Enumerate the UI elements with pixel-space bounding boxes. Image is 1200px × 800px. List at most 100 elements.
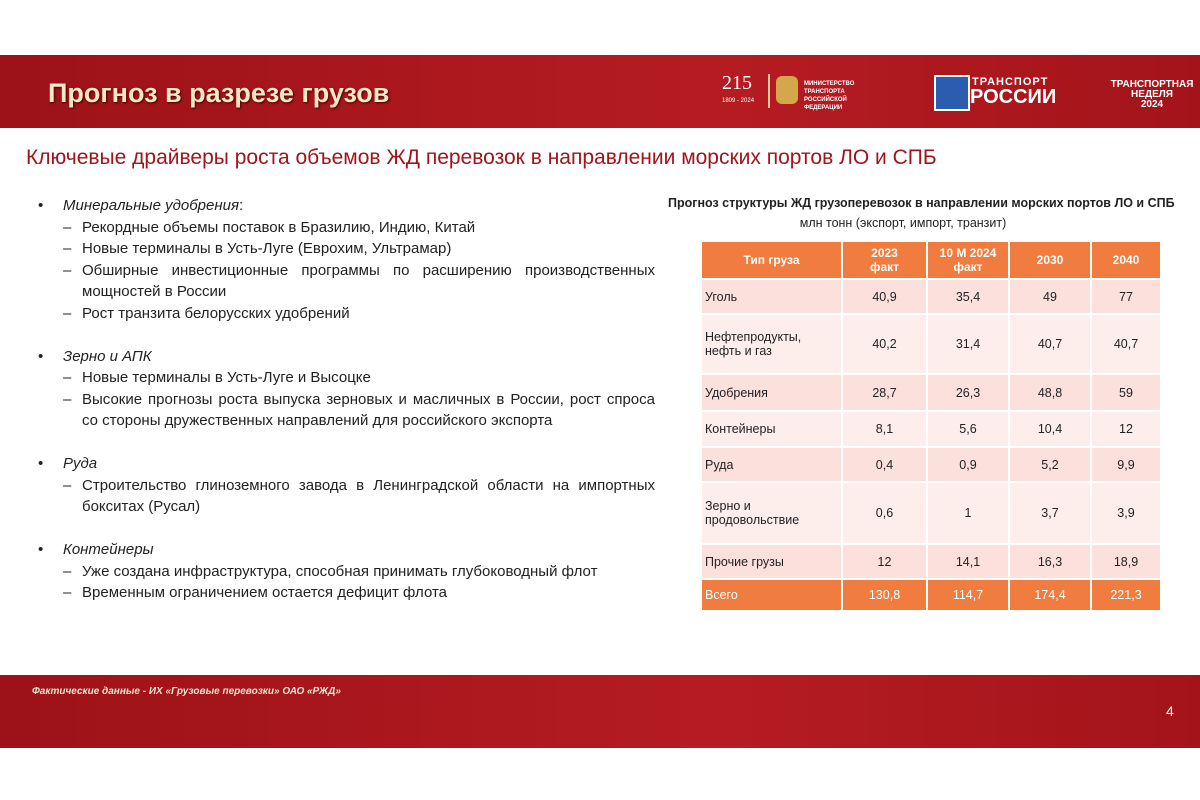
table-cell: 48,8 <box>1010 375 1092 412</box>
logo-brand-bottom: РОССИИ <box>970 86 1057 108</box>
bullet-group: Минеральные удобрения:Рекордные объемы п… <box>38 195 655 324</box>
cell-text: 0,4 <box>875 457 894 472</box>
table-cell: 40,9 <box>843 280 928 315</box>
cell-text: 1 <box>964 506 972 520</box>
cell-text: 8,1 <box>875 422 894 436</box>
row-label: Нефтепродукты, нефть и газ <box>702 315 843 375</box>
cell-line: Всего <box>705 588 738 602</box>
table-cell: 3,7 <box>1010 483 1092 545</box>
cell-text: 26,3 <box>955 385 981 400</box>
bullet-item: Новые терминалы в Усть-Луге (Еврохим, Ул… <box>38 238 655 260</box>
logo-ministry: МИНИСТЕРСТВО ТРАНСПОРТА РОССИЙСКОЙ ФЕДЕР… <box>804 81 855 111</box>
table-cell: 40,7 <box>1010 315 1092 375</box>
cell-line: Руда <box>705 457 734 472</box>
logo-week-line: ТРАНСПОРТНАЯ <box>1110 79 1194 90</box>
cell-line: факт <box>869 260 900 274</box>
table-title: Прогноз структуры ЖД грузоперевозок в на… <box>668 196 1175 210</box>
cell-line: Удобрения <box>705 385 768 400</box>
table-cell: 221,3 <box>1092 580 1162 612</box>
table-cell: 14,1 <box>928 545 1010 580</box>
cell-text: 114,7 <box>952 588 984 602</box>
table-cell: 40,7 <box>1092 315 1162 375</box>
bullet-group: Контейнеры Уже создана инфраструктура, сп… <box>38 539 655 604</box>
row-label: Всего <box>702 580 843 612</box>
logo-years: 1809 - 2024 <box>722 98 755 104</box>
row-label: Контейнеры <box>702 412 843 448</box>
logo-week: ТРАНСПОРТНАЯ НЕДЕЛЯ 2024 <box>1110 80 1194 110</box>
row-label: Зерно и продовольствие <box>702 483 843 545</box>
bullet-title: Контейнеры <box>38 539 655 561</box>
logo-divider <box>768 74 770 108</box>
logo-emblem <box>776 76 798 104</box>
cell-text: 35,4 <box>955 289 981 304</box>
table-cell: 0,6 <box>843 483 928 545</box>
cell-text: 77 <box>1119 289 1133 304</box>
logo-week-line: НЕДЕЛЯ <box>1131 89 1173 100</box>
bullet-title: Минеральные удобрения: <box>38 195 655 217</box>
bullet-item: Строительство глиноземного завода в Лени… <box>38 475 655 518</box>
cell-text: 221,3 <box>1110 588 1142 602</box>
cell-text: 12 <box>877 554 892 569</box>
cell-line: факт <box>953 260 983 274</box>
table-cell: 5,2 <box>1010 448 1092 483</box>
column-header: 2040 <box>1092 242 1162 280</box>
cell-text: 16,3 <box>1037 554 1063 569</box>
cell-text: 14,1 <box>955 554 981 569</box>
cell-text: 28,7 <box>872 385 897 400</box>
row-label: Уголь <box>702 280 843 315</box>
cell-line: Прочие грузы <box>705 554 784 569</box>
row-label: Удобрения <box>702 375 843 412</box>
cell-line: нефть и газ <box>705 344 772 358</box>
bullet-list: Минеральные удобрения:Рекордные объемы п… <box>38 195 655 625</box>
table-cell: 8,1 <box>843 412 928 448</box>
cell-line: 10 М 2024 <box>939 246 997 260</box>
table-cell: 12 <box>1092 412 1162 448</box>
cell-text: 18,9 <box>1113 554 1139 569</box>
footer-note: Фактические данные - ИХ «Грузовые перево… <box>32 686 341 697</box>
table-cell: 0,9 <box>928 448 1010 483</box>
cell-text: 0,9 <box>959 457 977 472</box>
cell-text: 3,7 <box>1041 506 1059 520</box>
bullet-item: Рост транзита белорусских удобрений <box>38 303 655 325</box>
table-cell: 114,7 <box>928 580 1010 612</box>
cell-text: 5,6 <box>959 422 977 436</box>
bullet-title-text: Зерно и АПК <box>63 347 152 365</box>
bullet-title-suffix: : <box>238 197 244 214</box>
logo-flag <box>934 75 970 111</box>
table-cell: 40,2 <box>843 315 928 375</box>
bullet-item: Высокие прогнозы роста выпуска зерновых … <box>38 389 655 432</box>
cell-text: 31,4 <box>955 337 981 351</box>
cell-line: 2030 <box>1036 253 1064 267</box>
cell-text: 130,8 <box>868 588 901 602</box>
table-cell: 174,4 <box>1010 580 1092 612</box>
table-cell: 18,9 <box>1092 545 1162 580</box>
bullet-item: Обширные инвестиционные программы по рас… <box>38 260 655 303</box>
bullet-item: Уже создана инфраструктура, способная пр… <box>38 561 655 583</box>
cell-text: 59 <box>1119 385 1133 400</box>
row-label: Прочие грузы <box>702 545 843 580</box>
table-cell: 0,4 <box>843 448 928 483</box>
cell-text: 0,6 <box>875 506 894 520</box>
bullet-title-text: Контейнеры <box>63 541 154 558</box>
cell-text: 3,9 <box>1117 506 1135 520</box>
cell-line: Контейнеры <box>705 422 776 436</box>
bullet-title-text: Руда <box>63 455 98 472</box>
cell-text: 48,8 <box>1037 385 1063 400</box>
table-cell: 59 <box>1092 375 1162 412</box>
table-cell: 35,4 <box>928 280 1010 315</box>
cell-text: 40,7 <box>1113 337 1139 351</box>
cell-text: 10,4 <box>1037 422 1063 436</box>
table-cell: 3,9 <box>1092 483 1162 545</box>
cell-line: 2023 <box>871 246 898 260</box>
footer-band <box>0 675 1200 748</box>
logo-brand-top: ТРАНСПОРТ <box>972 76 1049 88</box>
table-cell: 1 <box>928 483 1010 545</box>
cell-line: продовольствие <box>705 513 800 527</box>
header-band <box>0 55 1200 128</box>
cell-text: 40,7 <box>1037 337 1063 351</box>
bullet-title: Зерно и АПК <box>38 346 655 368</box>
table-cell: 26,3 <box>928 375 1010 412</box>
cell-line: Зерно и <box>705 499 751 513</box>
table-cell: 9,9 <box>1092 448 1162 483</box>
